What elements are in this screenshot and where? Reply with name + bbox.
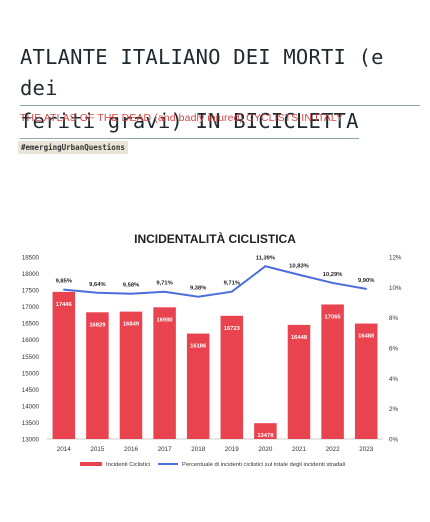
line-point [264, 265, 267, 268]
y-right-tick-label: 4% [389, 376, 398, 383]
y-left-tick-label: 18500 [22, 255, 40, 262]
line-point [298, 273, 300, 276]
bar-value-label: 13478 [257, 433, 274, 439]
y-left-tick-label: 13500 [22, 420, 40, 427]
line-point [96, 291, 99, 294]
y-left-tick-label: 16000 [22, 337, 40, 344]
y-left-tick-label: 15000 [22, 370, 40, 377]
bar-value-label: 16849 [123, 322, 140, 328]
y-right-tick-label: 12% [389, 255, 402, 262]
x-tick-label: 2022 [326, 446, 341, 453]
bar [354, 323, 378, 439]
title-line-2: feriti gravi) IN BICICLETTA [20, 106, 359, 139]
y-right-tick-label: 6% [389, 346, 398, 353]
bar-value-label: 17065 [325, 314, 342, 320]
y-right-tick-label: 2% [389, 406, 398, 413]
x-tick-label: 2016 [124, 446, 139, 453]
x-tick-label: 2023 [359, 446, 374, 453]
line-point [231, 290, 233, 293]
bar [254, 423, 277, 439]
page-title: ATLANTE ITALIANO DEI MORTI (e dei feriti… [20, 42, 420, 139]
percentage-line [63, 265, 367, 298]
y-left-tick-label: 13000 [22, 437, 40, 444]
x-tick-label: 2020 [258, 446, 273, 453]
line-value-label: 9,85% [56, 279, 72, 285]
bar [287, 324, 311, 439]
bar [186, 333, 210, 439]
bar-value-label: 16829 [89, 322, 106, 328]
line-value-label: 9,58% [123, 283, 139, 289]
bar-value-label: 16448 [291, 335, 308, 341]
bar-value-label: 16723 [224, 326, 241, 332]
line-value-label: 11,39% [256, 255, 275, 261]
line-value-label: 9,38% [190, 286, 206, 292]
line-point [163, 290, 166, 293]
subtitle: THE ATLAS OF THE DEAD (and badly injured… [20, 112, 344, 124]
y-left-tick-label: 14500 [22, 387, 40, 394]
bar-value-label: 17446 [56, 302, 73, 308]
x-tick-label: 2018 [191, 446, 206, 453]
line-point [63, 288, 65, 291]
bar [119, 311, 143, 439]
line-value-label: 10,83% [289, 264, 309, 270]
bar [153, 307, 176, 439]
chart-title: INCIDENTALITÀ CICLISTICA [134, 232, 296, 246]
legend-bar-swatch [80, 462, 102, 466]
bar [52, 291, 76, 439]
x-tick-label: 2019 [225, 446, 240, 453]
title-line-1: ATLANTE ITALIANO DEI MORTI (e dei [20, 42, 420, 106]
y-left-tick-label: 17500 [22, 288, 40, 295]
line-value-label: 9,90% [358, 278, 374, 284]
y-right-tick-label: 8% [389, 315, 398, 322]
chart-svg: 13000 13500 14000 14500 15000 15500 16000 16500… [22, 255, 402, 469]
line-point [331, 282, 334, 284]
bar [86, 312, 109, 439]
legend-bar-label: Incidenti Ciclistici [106, 462, 150, 468]
x-tick-label: 2017 [158, 446, 173, 453]
y-left-tick-label: 17000 [22, 304, 40, 311]
bar-value-label: 16980 [157, 317, 173, 323]
line-value-label: 9,71% [224, 281, 240, 287]
x-tick-label: 2014 [57, 446, 72, 453]
line-value-label: 9,64% [89, 282, 105, 288]
bar [220, 315, 244, 439]
x-tick-label: 2015 [90, 446, 105, 453]
line-point [197, 295, 199, 298]
bar-value-label: 16488 [358, 334, 375, 340]
y-left-tick-label: 16500 [22, 321, 40, 328]
line-value-label: 10,29% [323, 272, 343, 278]
line-point [365, 288, 368, 290]
y-left-tick-label: 18000 [22, 271, 40, 278]
bar-value-label: 16186 [190, 344, 207, 350]
line-value-label: 9,71% [156, 281, 172, 287]
hashtag-badge[interactable]: #emergingUrbanQuestions [18, 141, 128, 154]
legend-line-label: Percentuale di incidenti ciclistici sul … [182, 462, 345, 468]
y-left-tick-label: 15500 [22, 354, 40, 361]
line-point [130, 292, 132, 295]
bar [321, 304, 344, 439]
x-tick-label: 2021 [292, 446, 307, 453]
y-right-tick-label: 10% [389, 285, 402, 292]
y-left-tick-label: 14000 [22, 403, 40, 410]
y-right-tick-label: 0% [389, 437, 398, 444]
